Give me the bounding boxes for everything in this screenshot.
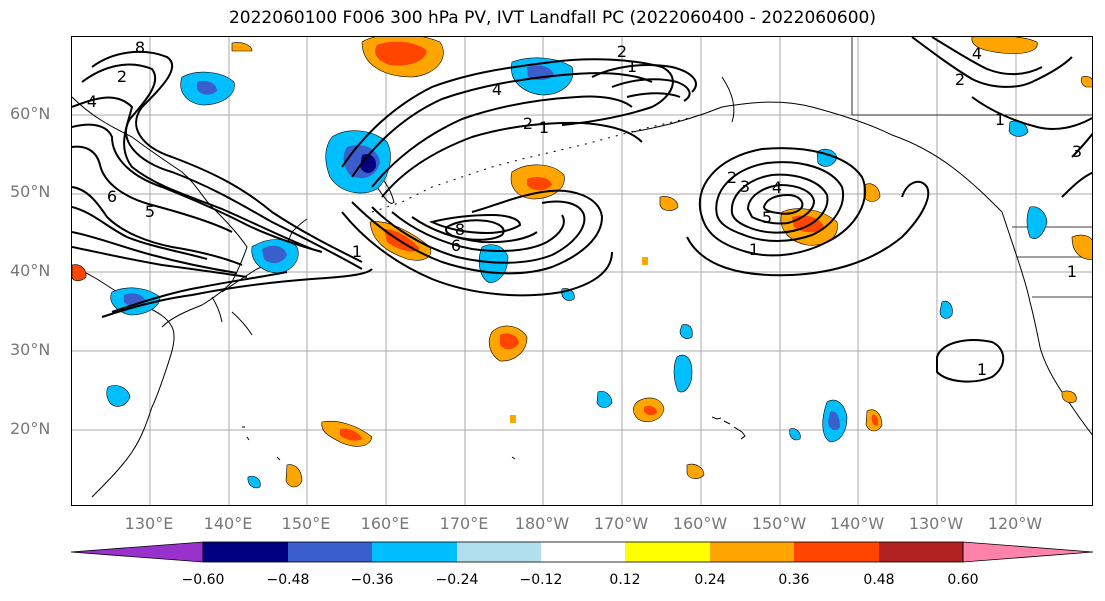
contour-label: 1: [749, 240, 759, 259]
lon-label-170w: 170°W: [593, 514, 649, 533]
colorbar-tick-label: 0.36: [778, 572, 810, 588]
lon-label-130e: 130°E: [124, 514, 174, 533]
contour-label: 1: [1067, 262, 1077, 281]
colorbar-tick-label: 0.60: [947, 572, 979, 588]
contour-label: 1: [995, 110, 1005, 129]
ivt-contours: [72, 37, 1092, 383]
contour-label: 4: [492, 80, 502, 99]
colorbar-extend-high: [962, 541, 1094, 563]
contour-label: 5: [762, 208, 772, 227]
colorbar-bin: [203, 542, 288, 562]
lon-label-130w: 130°W: [908, 514, 964, 533]
contour-labels: 8 2 4 6 5 1 2 1 8 6 4 2 5 4 3 2 1 1 1 2 …: [87, 38, 1082, 379]
colorbar-bin: [625, 542, 710, 562]
contour-label: 3: [1072, 142, 1082, 161]
contour-label: 1: [352, 242, 362, 261]
contour-label: 2: [117, 67, 127, 86]
lon-label-160e: 160°E: [360, 514, 410, 533]
colorbar-tick-label: 0.48: [863, 572, 895, 588]
colorbar-bin: [457, 542, 541, 562]
contour-label: 1: [977, 360, 987, 379]
lon-label-150w: 150°W: [751, 514, 807, 533]
colorbar: [70, 541, 1094, 563]
lat-label-20n: 20°N: [10, 419, 51, 438]
contour-label: 4: [772, 178, 782, 197]
contour-label: 6: [107, 187, 117, 206]
pv-shading: [72, 37, 1092, 489]
map-title: 2022060100 F006 300 hPa PV, IVT Landfall…: [228, 8, 876, 28]
colorbar-extend-low: [70, 541, 204, 563]
colorbar-tick-label: −0.36: [350, 572, 394, 588]
lat-label-50n: 50°N: [10, 182, 51, 201]
lon-label-120w: 120°W: [987, 514, 1043, 533]
colorbar-bin: [372, 542, 457, 562]
contour-label: 1: [627, 57, 637, 76]
colorbar-bin: [794, 542, 879, 562]
lon-label-170e: 170°E: [439, 514, 489, 533]
colorbar-tick-label: −0.48: [266, 572, 310, 588]
contour-label: 3: [740, 177, 750, 196]
contour-label: 2: [727, 168, 737, 187]
contour-label: 2: [523, 114, 533, 133]
contour-label: 5: [145, 202, 155, 221]
lat-label-60n: 60°N: [10, 104, 51, 123]
lon-label-140w: 140°W: [829, 514, 885, 533]
lon-label-150e: 150°E: [281, 514, 331, 533]
lat-label-40n: 40°N: [10, 261, 51, 280]
lat-label-30n: 30°N: [10, 340, 51, 359]
colorbar-tick-label: −0.24: [435, 572, 479, 588]
colorbar-bin: [879, 542, 963, 562]
lon-label-160w: 160°W: [672, 514, 728, 533]
contour-label: 4: [87, 92, 97, 111]
colorbar-bin: [288, 542, 372, 562]
contour-label: 6: [451, 236, 461, 255]
colorbar-bin: [541, 542, 625, 562]
contour-label: 4: [972, 44, 982, 63]
colorbar-tick-label: 0.12: [609, 572, 641, 588]
contour-label: 1: [539, 118, 549, 137]
colorbar-bin: [710, 542, 794, 562]
map-canvas: 8 2 4 6 5 1 2 1 8 6 4 2 5 4 3 2 1 1 1 2 …: [72, 37, 1092, 505]
contour-label: 8: [455, 220, 465, 239]
coastlines: [72, 37, 1092, 498]
contour-label: 2: [955, 70, 965, 89]
lon-label-180w: 180°W: [514, 514, 570, 533]
map-panel: 8 2 4 6 5 1 2 1 8 6 4 2 5 4 3 2 1 1 1 2 …: [71, 36, 1093, 506]
colorbar-tick-label: 0.24: [694, 572, 726, 588]
colorbar-tick-label: −0.12: [519, 572, 563, 588]
colorbar-tick-label: −0.60: [181, 572, 225, 588]
contour-label: 2: [617, 42, 627, 61]
contour-label: 8: [135, 38, 145, 57]
lon-label-140e: 140°E: [203, 514, 253, 533]
